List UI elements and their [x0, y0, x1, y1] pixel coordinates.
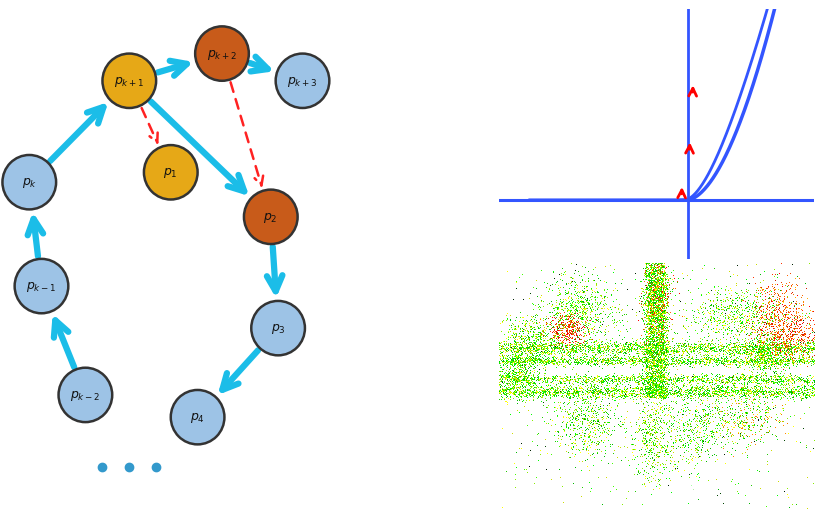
Circle shape — [144, 146, 197, 200]
Text: $p_{2}$: $p_{2}$ — [263, 210, 278, 224]
Circle shape — [195, 27, 248, 81]
FancyArrowPatch shape — [54, 321, 74, 367]
Text: $p_{1}$: $p_{1}$ — [163, 166, 178, 180]
FancyArrowPatch shape — [151, 102, 244, 192]
Text: $p_{k-1}$: $p_{k-1}$ — [26, 279, 57, 294]
Circle shape — [244, 190, 297, 244]
Text: $p_{3}$: $p_{3}$ — [270, 322, 285, 335]
Text: $p_{k+3}$: $p_{k+3}$ — [287, 75, 318, 89]
Circle shape — [58, 368, 112, 422]
FancyArrowPatch shape — [250, 58, 268, 72]
FancyArrowPatch shape — [157, 62, 187, 76]
FancyArrowPatch shape — [142, 109, 157, 143]
Text: $p_{k+1}$: $p_{k+1}$ — [114, 75, 144, 89]
Text: $p_{k}$: $p_{k}$ — [21, 176, 37, 190]
FancyArrowPatch shape — [50, 108, 103, 162]
Circle shape — [2, 156, 56, 210]
FancyArrowPatch shape — [222, 351, 258, 390]
Circle shape — [15, 260, 68, 314]
FancyArrowPatch shape — [230, 83, 263, 186]
Text: $p_{k-2}$: $p_{k-2}$ — [70, 388, 101, 402]
Text: $p_{k+2}$: $p_{k+2}$ — [206, 47, 237, 62]
Text: 微信  一点人工一点智能: 微信 一点人工一点智能 — [656, 480, 734, 493]
Circle shape — [275, 54, 329, 109]
Circle shape — [170, 390, 224, 444]
Circle shape — [251, 301, 305, 356]
FancyArrowPatch shape — [28, 219, 43, 257]
FancyArrowPatch shape — [266, 247, 282, 292]
Circle shape — [102, 54, 156, 109]
Text: $p_{4}$: $p_{4}$ — [190, 410, 205, 425]
